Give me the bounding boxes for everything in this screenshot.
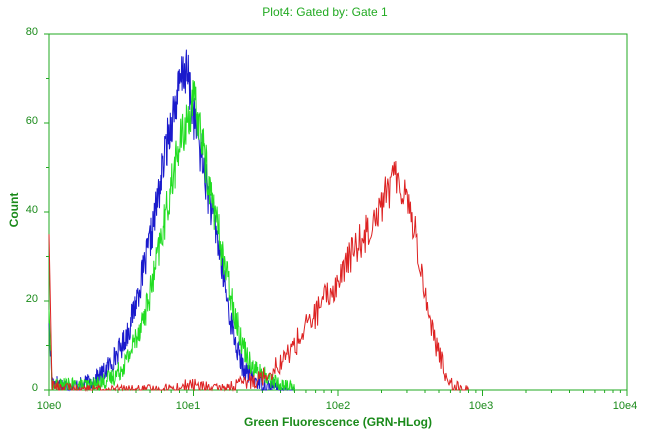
x-tick-label: 10e3 — [468, 400, 494, 412]
y-tick-label: 60 — [25, 115, 38, 127]
y-tick-label: 0 — [31, 382, 38, 394]
x-tick-label: 10e1 — [175, 400, 201, 412]
x-tick-label: 10e2 — [325, 400, 351, 412]
y-tick-label: 80 — [25, 26, 38, 38]
chart-title: Plot4: Gated by: Gate 1 — [262, 5, 388, 19]
x-tick-label: 10e4 — [612, 400, 638, 412]
histogram-series-line — [48, 160, 469, 392]
y-tick-label: 20 — [25, 293, 38, 305]
histogram-series-line — [48, 49, 295, 392]
x-tick-label: 10e0 — [36, 400, 62, 412]
y-tick-label: 40 — [25, 204, 38, 216]
x-axis-label: Green Fluorescence (GRN-HLog) — [243, 415, 433, 429]
